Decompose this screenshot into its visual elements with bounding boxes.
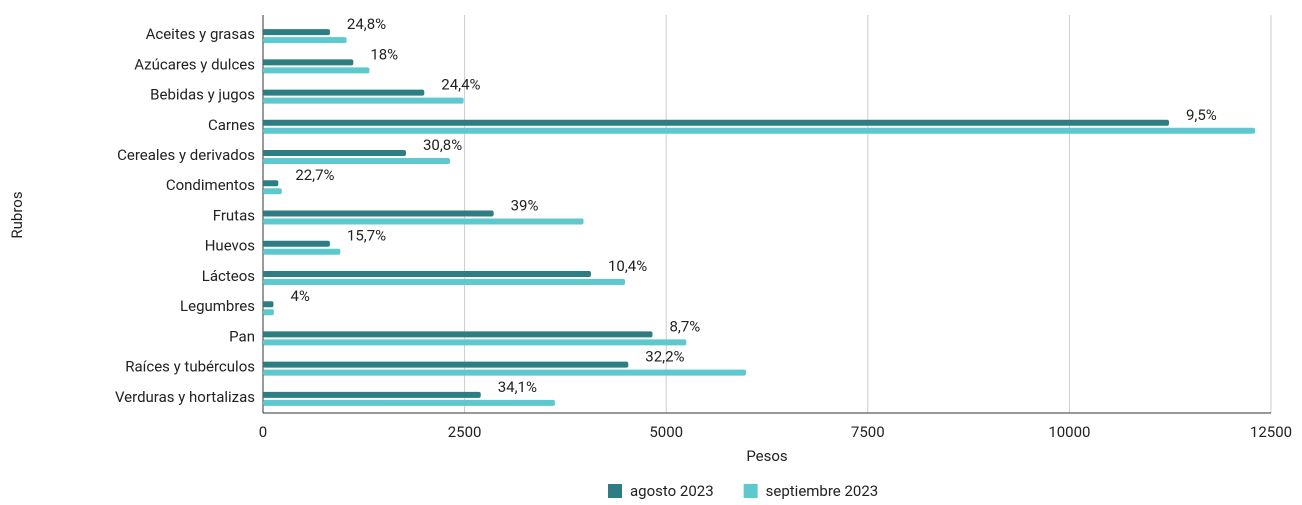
bar bbox=[263, 37, 347, 44]
x-tick-label: 5000 bbox=[649, 423, 683, 441]
bar bbox=[263, 97, 464, 104]
bar bbox=[263, 180, 279, 187]
x-tick-label: 2500 bbox=[448, 423, 482, 441]
bar bbox=[263, 240, 330, 247]
bar bbox=[263, 339, 687, 346]
y-tick-label: Legumbres bbox=[180, 297, 255, 315]
bar bbox=[263, 67, 370, 74]
bar bbox=[263, 278, 626, 285]
bar bbox=[263, 158, 451, 165]
bar bbox=[263, 89, 425, 96]
x-axis-title: Pesos bbox=[746, 447, 787, 465]
x-tick-label: 10000 bbox=[1048, 423, 1090, 441]
bar bbox=[263, 59, 354, 66]
change-label: 34,1% bbox=[498, 378, 537, 396]
bar bbox=[263, 369, 747, 376]
x-tick-label: 7500 bbox=[851, 423, 885, 441]
x-tick-label: 12500 bbox=[1250, 423, 1292, 441]
change-label: 24,8% bbox=[347, 15, 386, 33]
x-tick-label: 0 bbox=[259, 423, 267, 441]
bar bbox=[263, 270, 591, 277]
bar bbox=[263, 301, 274, 308]
bar bbox=[263, 399, 555, 406]
bar bbox=[263, 218, 584, 225]
bar bbox=[263, 127, 1256, 134]
y-tick-label: Frutas bbox=[213, 206, 255, 224]
bar bbox=[263, 119, 1169, 126]
legend-label: septiembre 2023 bbox=[766, 482, 879, 500]
y-tick-label: Raíces y tubérculos bbox=[125, 358, 255, 376]
y-axis-title: Rubros bbox=[8, 191, 26, 238]
bar bbox=[263, 188, 282, 195]
bar bbox=[263, 391, 481, 398]
y-tick-label: Huevos bbox=[205, 237, 255, 255]
bar bbox=[263, 248, 341, 255]
change-label: 9,5% bbox=[1186, 106, 1217, 124]
y-tick-label: Aceites y grasas bbox=[146, 25, 255, 43]
legend-swatch bbox=[743, 484, 758, 498]
bar bbox=[263, 29, 330, 36]
y-tick-label: Condimentos bbox=[166, 176, 255, 194]
legend-label: agosto 2023 bbox=[630, 482, 714, 500]
y-tick-label: Cereales y derivados bbox=[117, 146, 255, 164]
bar bbox=[263, 309, 274, 316]
change-label: 30,8% bbox=[423, 136, 462, 154]
change-label: 32,2% bbox=[645, 348, 684, 366]
legend-swatch bbox=[608, 484, 622, 498]
y-tick-label: Carnes bbox=[208, 116, 255, 134]
bar bbox=[263, 361, 629, 368]
y-tick-label: Azúcares y dulces bbox=[134, 55, 255, 73]
bar bbox=[263, 150, 406, 157]
change-label: 15,7% bbox=[347, 227, 386, 245]
change-label: 8,7% bbox=[669, 317, 700, 335]
change-label: 18% bbox=[370, 45, 398, 63]
y-tick-label: Verduras y hortalizas bbox=[115, 388, 255, 406]
change-label: 24,4% bbox=[441, 76, 480, 94]
change-label: 22,7% bbox=[295, 166, 334, 184]
y-tick-label: Lácteos bbox=[202, 267, 255, 285]
bar bbox=[263, 331, 653, 338]
y-tick-label: Bebidas y jugos bbox=[150, 86, 255, 104]
bar bbox=[263, 210, 494, 217]
y-tick-label: Pan bbox=[229, 327, 255, 345]
change-label: 39% bbox=[511, 196, 539, 214]
change-label: 10,4% bbox=[608, 257, 647, 275]
change-label: 4% bbox=[290, 287, 309, 305]
